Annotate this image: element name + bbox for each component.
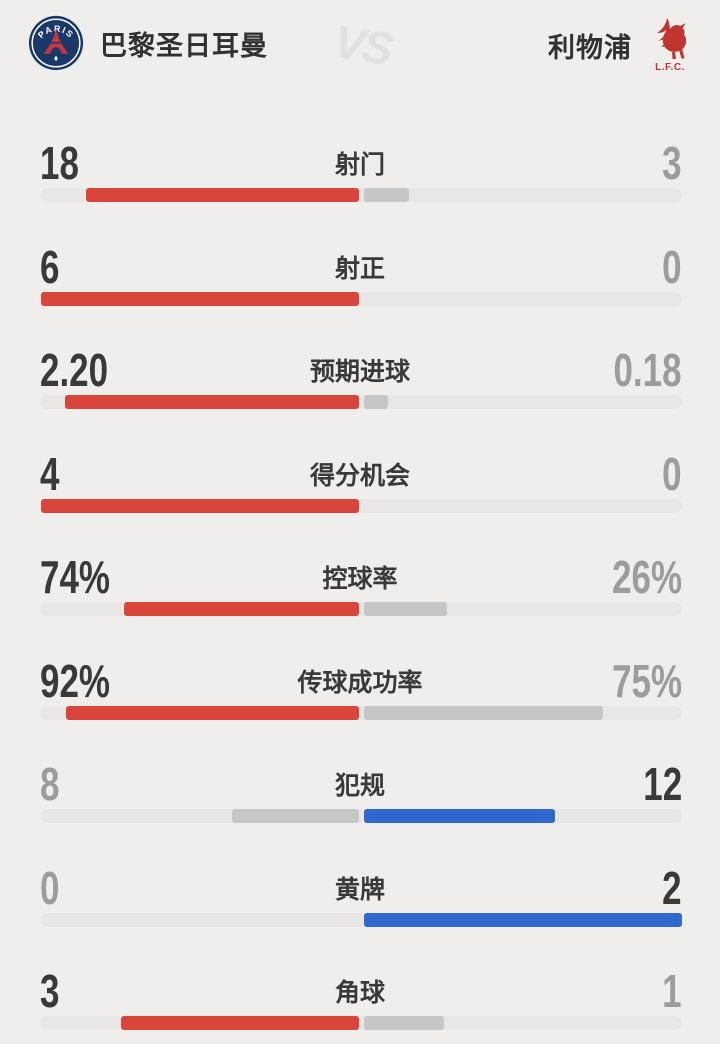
stat-bar-track [40,602,682,616]
away-bar [364,705,603,720]
stat-row-possession: 74% 控球率 26% [0,545,720,649]
home-value: 6 [40,240,60,293]
home-value: 0 [40,861,60,914]
home-bar [66,705,359,720]
stat-label: 传球成功率 [297,668,423,697]
stat-label: 射正 [334,254,385,283]
away-value: 75% [612,654,682,707]
home-bar [41,498,359,513]
stat-label: 得分机会 [309,461,410,490]
away-value: 26% [612,551,682,603]
stat-bar-track [40,291,682,306]
stat-bar-track [40,1016,682,1030]
away-value: 2 [662,861,682,914]
stat-row-pass-accuracy: 92% 传球成功率 75% [0,649,720,753]
stat-row-expected-goals: 2.20 预期进球 0.18 [0,338,720,442]
home-bar [231,809,359,823]
away-bar [364,809,555,823]
home-value: 4 [40,447,60,500]
stat-row-yellow-cards: 0 黄牌 2 [0,856,720,960]
stat-label: 预期进球 [309,358,410,386]
away-bar [364,395,389,409]
stat-label: 射门 [334,151,385,179]
away-value: 0.18 [613,344,682,396]
home-bar [65,395,359,409]
home-team: PARIS 巴黎圣日耳曼 [28,15,268,71]
away-value: 1 [662,965,682,1017]
away-value: 0 [662,240,682,293]
away-team: 利物浦 L.F.C. [548,15,694,75]
home-value: 8 [40,758,60,810]
home-value: 92% [40,654,110,707]
stat-row-shots-on-target: 6 射正 0 [0,235,720,339]
away-bar [364,188,410,202]
stat-bar-track [40,809,682,823]
away-value: 0 [662,447,682,500]
away-value: 12 [643,758,682,810]
away-bar [364,1016,444,1030]
home-team-name: 巴黎圣日耳曼 [100,30,268,61]
match-header: PARIS 巴黎圣日耳曼 VS 利物浦 [0,0,720,100]
home-value: 18 [40,137,79,189]
home-bar [41,291,359,306]
stat-row-corners: 3 角球 1 [0,959,720,1044]
away-bar [364,912,682,927]
home-bar [123,602,359,616]
stat-bar-track [40,395,682,409]
stat-row-big-chances: 4 得分机会 0 [0,442,720,546]
home-value: 3 [40,965,60,1017]
psg-crest-icon: PARIS [28,15,84,71]
home-value: 2.20 [40,344,109,396]
stat-row-fouls: 8 犯规 12 [0,752,720,856]
stat-bar-track [40,912,682,927]
stat-row-shots: 18 射门 3 [0,131,720,235]
stat-label: 角球 [334,979,385,1007]
stat-bar-track [40,498,682,513]
stat-label: 黄牌 [334,875,385,904]
versus-watermark: VS [330,14,396,76]
home-bar [86,188,359,202]
liverpool-crest-text: L.F.C. [655,62,685,73]
stat-label: 控球率 [322,565,398,593]
away-value: 3 [662,137,682,189]
home-bar [120,1016,359,1030]
stat-bar-track [40,188,682,202]
liverpool-crest-icon: L.F.C. [646,15,694,75]
away-team-name: 利物浦 [548,32,632,63]
away-bar [364,602,447,616]
stat-bar-track [40,705,682,720]
stats-list: 18 射门 3 6 射正 0 2.20 预期进球 0.18 [0,131,720,1044]
stat-label: 犯规 [334,772,385,800]
home-value: 74% [40,551,110,603]
